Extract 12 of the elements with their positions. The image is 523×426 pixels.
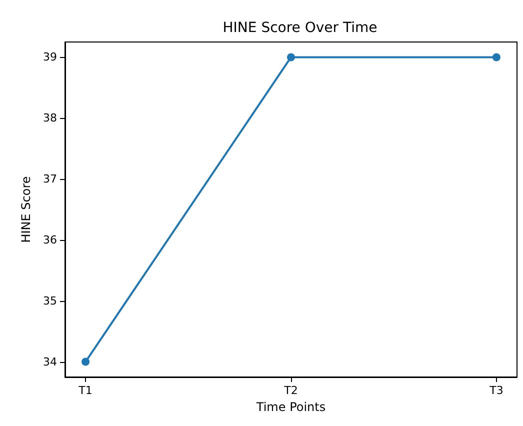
y-tick-label: 34 bbox=[43, 355, 57, 368]
y-tick-label: 36 bbox=[43, 233, 57, 246]
x-tick-label: T2 bbox=[283, 384, 298, 397]
x-tick-label: T1 bbox=[78, 384, 92, 397]
y-tick-label: 38 bbox=[43, 112, 57, 125]
chart-title: HINE Score Over Time bbox=[222, 20, 378, 36]
y-tick-label: 37 bbox=[43, 172, 57, 186]
y-tick-label: 39 bbox=[43, 50, 57, 64]
x-tick-label: T3 bbox=[488, 384, 504, 397]
x-axis-title: Time Points bbox=[255, 400, 326, 414]
y-tick-label: 35 bbox=[43, 294, 57, 308]
y-axis-title: HINE Score bbox=[19, 176, 34, 243]
